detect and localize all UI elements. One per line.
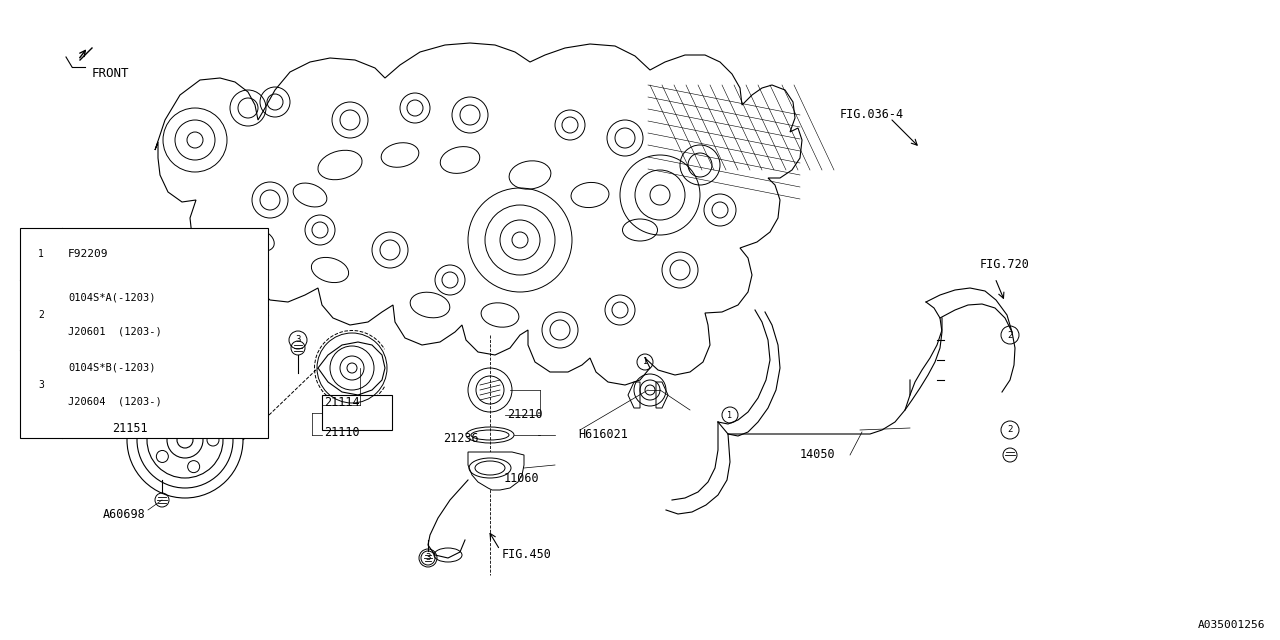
Text: 2: 2 (1007, 330, 1012, 339)
Text: 11060: 11060 (504, 472, 540, 484)
Text: 21151: 21151 (113, 422, 147, 435)
Text: A035001256: A035001256 (1198, 620, 1265, 630)
Text: 3: 3 (38, 380, 44, 390)
Text: F92209: F92209 (68, 249, 109, 259)
Polygon shape (155, 43, 803, 385)
Polygon shape (468, 452, 524, 490)
Text: 21210: 21210 (507, 408, 543, 422)
Polygon shape (317, 342, 385, 395)
Text: 1: 1 (727, 410, 732, 419)
Text: FIG.720: FIG.720 (980, 259, 1030, 271)
Text: 21114: 21114 (324, 396, 360, 408)
Text: 3: 3 (425, 554, 430, 563)
Text: H616021: H616021 (579, 429, 628, 442)
Text: 0104S*A(-1203): 0104S*A(-1203) (68, 293, 155, 303)
Text: FIG.450: FIG.450 (502, 548, 552, 561)
Text: FIG.036-4: FIG.036-4 (840, 109, 904, 122)
Text: 1: 1 (643, 358, 648, 367)
Text: 21236: 21236 (443, 431, 479, 445)
Bar (20, 228, 268, 438)
Text: 14050: 14050 (800, 449, 836, 461)
Polygon shape (323, 395, 392, 430)
Text: J20604  (1203-): J20604 (1203-) (68, 397, 161, 407)
Text: A60698: A60698 (102, 509, 146, 522)
Text: 3: 3 (296, 335, 301, 344)
Text: FRONT: FRONT (92, 67, 129, 80)
Text: 2: 2 (1007, 426, 1012, 435)
Text: J20601  (1203-): J20601 (1203-) (68, 327, 161, 337)
Text: 21110: 21110 (324, 426, 360, 438)
Text: 0104S*B(-1203): 0104S*B(-1203) (68, 363, 155, 373)
Text: 2: 2 (38, 310, 44, 320)
Text: 1: 1 (38, 249, 44, 259)
